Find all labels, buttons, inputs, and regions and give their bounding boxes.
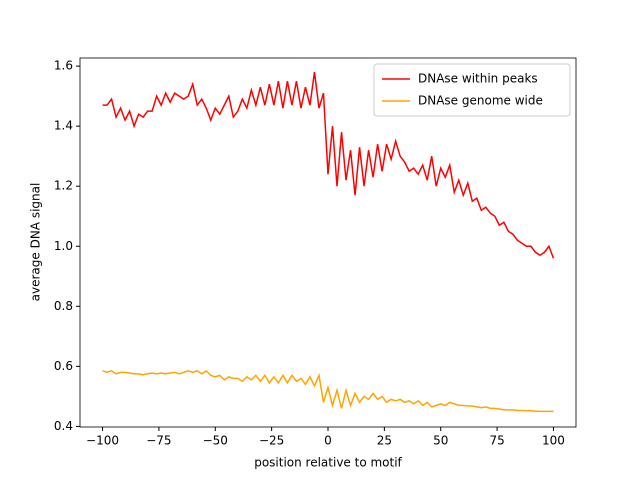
x-tick-label: −25 bbox=[259, 434, 284, 448]
y-tick-label: 0.4 bbox=[54, 419, 73, 433]
x-tick-label: −50 bbox=[203, 434, 228, 448]
data-line bbox=[102, 369, 554, 413]
legend-label: DNAse genome wide bbox=[418, 94, 543, 108]
x-tick-label: −75 bbox=[146, 434, 171, 448]
x-tick-label: 50 bbox=[433, 434, 448, 448]
x-tick-label: 25 bbox=[377, 434, 392, 448]
y-tick-label: 1.2 bbox=[54, 179, 73, 193]
legend-box bbox=[373, 63, 571, 117]
y-tick-label: 1.6 bbox=[54, 59, 73, 73]
data-line bbox=[102, 72, 555, 259]
y-tick-label: 0.8 bbox=[54, 299, 73, 313]
y-tick-label: 1.4 bbox=[54, 119, 73, 133]
plot-frame bbox=[79, 57, 577, 428]
y-tick-label: 0.6 bbox=[54, 359, 73, 373]
x-tick-label: −100 bbox=[86, 434, 119, 448]
x-tick-label: 100 bbox=[542, 434, 565, 448]
x-tick-label: 0 bbox=[324, 434, 332, 448]
x-axis-label: position relative to motif bbox=[254, 456, 402, 470]
y-tick-label: 1.0 bbox=[54, 239, 73, 253]
x-tick-label: 75 bbox=[489, 434, 504, 448]
y-axis-label: average DNA signal bbox=[29, 183, 43, 302]
legend-label: DNAse within peaks bbox=[418, 72, 538, 86]
